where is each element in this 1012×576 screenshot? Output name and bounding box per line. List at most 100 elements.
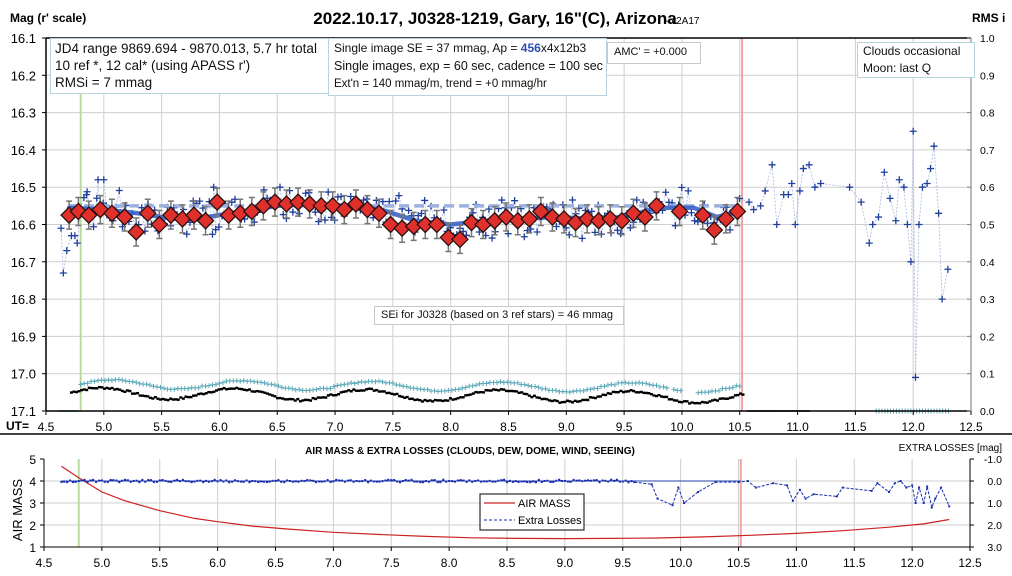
- extra-losses-point: [555, 479, 558, 482]
- extra-losses-point: [918, 486, 921, 489]
- raw-point: [100, 176, 108, 184]
- extra-losses-point: [410, 478, 413, 481]
- y-tick-label: 16.4: [11, 143, 36, 158]
- rms-black-point: [265, 392, 269, 395]
- rms-black-point: [222, 386, 226, 390]
- rms-black-point: [649, 392, 653, 396]
- rms-black-point: [128, 389, 132, 393]
- rms-black-point: [189, 395, 193, 399]
- extra-losses-point: [222, 480, 225, 483]
- extra-losses-point: [922, 502, 925, 504]
- rms-cyan-point: [678, 388, 684, 394]
- extra-losses-point: [563, 479, 566, 482]
- binned-point: [451, 230, 469, 249]
- y2-axis-label: RMS i: [972, 11, 1005, 25]
- rms-black-point: [426, 399, 430, 403]
- rms-black-point: [278, 396, 282, 400]
- rms-black-point: [723, 397, 727, 400]
- extra-losses-point: [231, 480, 234, 483]
- rms-black-point: [728, 396, 732, 400]
- amc-box: AMC' = +0.000: [607, 42, 701, 64]
- rms-cyan-point: [355, 380, 361, 386]
- raw-point: [59, 269, 67, 277]
- rmsi-line: RMSi = 7 mmag: [55, 75, 153, 90]
- raw-point: [817, 179, 825, 187]
- raw-point: [726, 226, 734, 234]
- aperture-highlight: 456: [520, 41, 541, 55]
- rms-black-point: [670, 398, 674, 401]
- rms-cyan-point: [268, 381, 274, 387]
- binned-point: [242, 202, 261, 221]
- extra-losses-point: [413, 480, 416, 483]
- raw-point: [613, 226, 621, 234]
- rms-black-point: [512, 390, 516, 393]
- rms-black-point: [573, 399, 577, 403]
- binned-point: [300, 195, 319, 213]
- rms-black-point: [235, 386, 239, 390]
- rms-black-point: [105, 386, 109, 390]
- rms-black-point: [736, 393, 740, 397]
- rms-black-point: [408, 397, 412, 401]
- rms-black-point: [311, 396, 315, 400]
- rms-black-point: [220, 387, 224, 391]
- rms-cyan-point: [338, 382, 344, 388]
- x-tick-label: 9.5: [616, 420, 633, 434]
- y-tick-label: 17.0: [11, 367, 36, 382]
- rms-black-point: [275, 396, 279, 400]
- binned-point: [693, 206, 712, 225]
- rms-black-point: [146, 395, 150, 398]
- extra-losses-point: [135, 479, 138, 482]
- extra-losses-point: [147, 479, 150, 482]
- extra-losses-point: [482, 480, 485, 483]
- rms-black-point: [324, 396, 328, 399]
- rms-cyan-point: [272, 382, 278, 388]
- extra-losses-point: [613, 479, 616, 482]
- extra-losses-point: [358, 480, 361, 483]
- rms-black-point: [156, 397, 160, 400]
- raw-point: [880, 168, 888, 176]
- rms-black-point: [537, 396, 541, 400]
- rms-cyan-point: [647, 382, 653, 388]
- rms-black-point: [197, 392, 201, 396]
- clouds-line: Clouds occasional: [863, 44, 961, 58]
- rms-black-point: [716, 399, 720, 402]
- raw-point: [588, 207, 596, 215]
- raw-point: [57, 224, 65, 232]
- extra-losses-point: [341, 479, 344, 482]
- binned-point: [115, 208, 134, 226]
- rms-black-point: [118, 388, 122, 391]
- rms-black-point: [698, 402, 702, 405]
- rms-cyan-point: [425, 386, 431, 392]
- extra-losses-point: [364, 479, 367, 482]
- rms-black-point: [517, 391, 521, 395]
- lower-y-tick-label: 4: [29, 475, 36, 489]
- y-tick-label: 16.6: [11, 218, 36, 233]
- rms-cyan-point: [345, 381, 351, 387]
- extra-losses-point: [604, 479, 607, 482]
- extra-losses-point: [152, 481, 155, 484]
- extra-losses-point: [225, 479, 228, 482]
- rms-black-point: [451, 398, 455, 401]
- raw-point: [935, 209, 943, 217]
- extra-losses-point: [546, 479, 549, 482]
- extra-losses-point: [207, 480, 210, 483]
- rms-black-point: [527, 394, 531, 397]
- extra-losses-point: [598, 481, 601, 484]
- rms-cyan-point: [532, 383, 538, 389]
- rms-cyan-point: [636, 380, 642, 386]
- rms-cyan-point: [220, 380, 226, 386]
- rms-black-point: [482, 391, 486, 394]
- rms-cyan-point: [404, 384, 410, 390]
- rms-black-point: [703, 401, 707, 404]
- rms-cyan-point: [515, 380, 521, 386]
- rms-black-point: [634, 391, 638, 394]
- raw-point: [392, 197, 400, 205]
- rms-cyan-point: [279, 384, 285, 390]
- raw-point: [276, 183, 284, 191]
- raw-point: [857, 198, 865, 206]
- extra-losses-point: [566, 480, 569, 483]
- rms-black-point: [553, 399, 557, 402]
- rms-black-point: [647, 392, 651, 395]
- rms-black-point: [217, 388, 221, 391]
- rms-black-point: [202, 392, 206, 396]
